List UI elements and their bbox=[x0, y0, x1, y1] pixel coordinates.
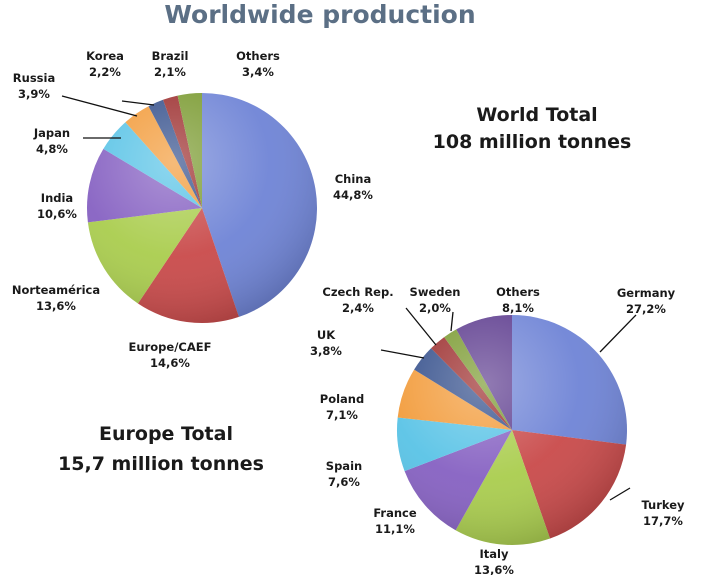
europe-leader-germany bbox=[599, 314, 637, 353]
world-label-russia: Russia 3,9% bbox=[13, 71, 55, 101]
europe-label-others: Others 8,1% bbox=[496, 285, 540, 315]
europe-leader-sweden bbox=[450, 311, 454, 332]
world-label-china: China 44,8% bbox=[333, 172, 373, 202]
world-pie bbox=[87, 93, 318, 324]
leader-lines bbox=[61, 95, 637, 501]
world-leader-korea bbox=[121, 100, 155, 106]
europe-leader-turkey bbox=[609, 487, 631, 501]
chart-title: Worldwide production bbox=[164, 0, 475, 29]
europe-label-czech-rep: Czech Rep. 2,4% bbox=[322, 285, 393, 315]
world-label-others: Others 3,4% bbox=[236, 49, 280, 79]
europe-leader-czech-rep bbox=[405, 307, 437, 346]
world-total-line1: World Total bbox=[476, 104, 597, 126]
europe-label-turkey: Turkey 17,7% bbox=[641, 498, 685, 528]
europe-pie bbox=[397, 315, 628, 545]
europe-label-france: France 11,1% bbox=[373, 506, 417, 536]
world-label-japan: Japan 4,8% bbox=[33, 126, 70, 156]
europe-total-line1: Europe Total bbox=[99, 423, 233, 445]
world-label-korea: Korea 2,2% bbox=[86, 49, 124, 79]
europe-slice-germany bbox=[512, 315, 628, 445]
world-label-europe-caef: Europe/CAEF 14,6% bbox=[129, 340, 212, 370]
world-label-brazil: Brazil 2,1% bbox=[152, 49, 189, 79]
europe-total-line2: 15,7 million tonnes bbox=[58, 453, 264, 475]
europe-label-germany: Germany 27,2% bbox=[617, 286, 676, 316]
europe-slice-labels: Germany 27,2% Turkey 17,7% Italy 13,6% France 1… bbox=[310, 285, 685, 575]
europe-label-uk: UK 3,8% bbox=[310, 328, 342, 358]
europe-leader-uk bbox=[380, 349, 425, 359]
world-label-india: India 10,6% bbox=[37, 191, 77, 221]
world-label-norteam-rica: Norteamérica 13,6% bbox=[12, 283, 100, 313]
europe-label-spain: Spain 7,6% bbox=[326, 459, 362, 489]
world-total-line2: 108 million tonnes bbox=[433, 131, 632, 153]
world-slice-labels: China 44,8% Europe/CAEF 14,6% Norteamérica 13… bbox=[12, 49, 374, 370]
world-leader-russia bbox=[61, 95, 138, 117]
europe-label-poland: Poland 7,1% bbox=[320, 392, 364, 422]
europe-label-sweden: Sweden 2,0% bbox=[410, 285, 461, 315]
europe-label-italy: Italy 13,6% bbox=[474, 547, 514, 575]
